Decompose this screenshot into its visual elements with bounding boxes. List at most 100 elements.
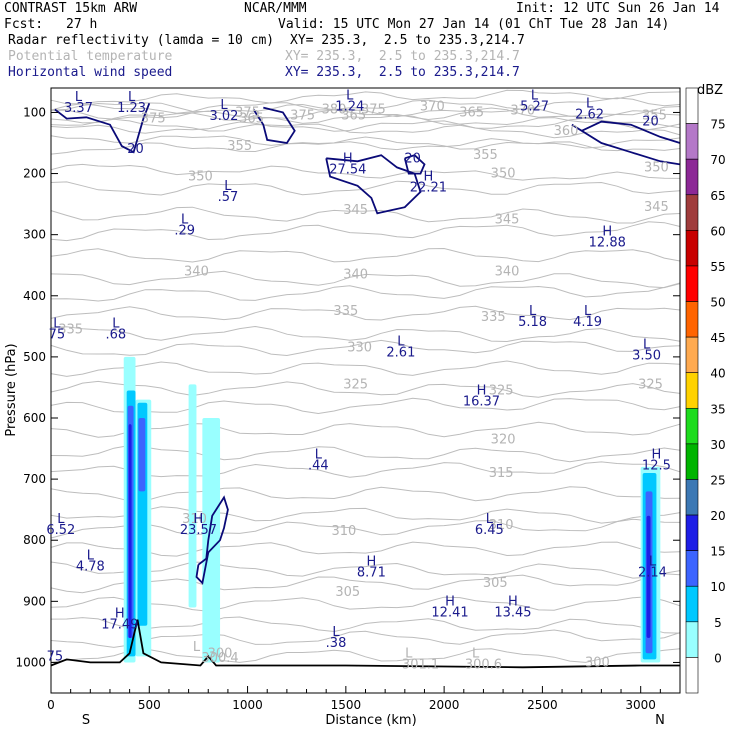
wind-label: .44 <box>308 459 329 474</box>
theta-contour-line <box>50 486 681 502</box>
wind-label: L <box>75 90 83 105</box>
theta-extrema-label: L <box>405 646 413 661</box>
wind-label: H <box>194 512 204 527</box>
colorbar-level-label: 0 <box>714 651 722 665</box>
theta-label: 335 <box>333 304 358 319</box>
wind-label: 20 <box>127 142 144 157</box>
colorbar-swatch <box>685 372 699 409</box>
colorbar-swatch <box>685 657 699 694</box>
theta-contour-line <box>50 461 681 478</box>
theta-contour-line <box>50 541 681 557</box>
wind-label: 6.52 <box>46 523 75 538</box>
wind-label: 4.19 <box>573 315 602 330</box>
wind-contour-line <box>581 120 681 144</box>
wind-label: L <box>643 338 651 353</box>
wind-label: L <box>57 512 65 527</box>
colorbar-level-label: 55 <box>710 260 725 274</box>
theta-label: 300 <box>585 655 610 670</box>
theta-label: 365 <box>341 109 366 124</box>
theta-label: 365 <box>459 105 484 120</box>
theta-label: 310 <box>182 512 207 527</box>
theta-label: 345 <box>343 203 368 218</box>
wind-contour-line <box>195 495 229 585</box>
theta-label: 330 <box>347 341 372 356</box>
theta-contour-line <box>50 397 681 415</box>
theta-label: 365 <box>239 112 264 127</box>
y-tick-label: 300 <box>23 228 46 242</box>
init-time: Init: 12 UTC Sun 26 Jan 14 <box>516 1 720 16</box>
wind-contour-line <box>571 123 681 166</box>
theta-contour-line <box>50 518 681 539</box>
colorbar-swatch <box>685 407 699 445</box>
colorbar-level-label: 30 <box>710 438 725 452</box>
colorbar-level-label: 50 <box>710 296 725 310</box>
theta-contour-line <box>50 163 681 181</box>
theta-label: 325 <box>343 377 368 392</box>
theta-contour-line <box>50 270 681 289</box>
wind-label: L <box>112 316 120 331</box>
theta-label: 340 <box>495 264 520 279</box>
refl-cell <box>188 384 197 608</box>
y-tick-label: 200 <box>23 167 46 181</box>
theta-label: 360 <box>554 124 579 139</box>
y-tick-label: 600 <box>23 411 46 425</box>
theta-contour-line <box>50 102 681 119</box>
wind-contour-line <box>54 102 151 154</box>
south-label: S <box>82 713 90 728</box>
y-tick-label: 400 <box>23 289 46 303</box>
theta-label: 355 <box>227 139 252 154</box>
theta-contour-line <box>50 117 681 134</box>
theta-contour-line <box>50 325 681 343</box>
colorbar-level-label: 35 <box>710 402 725 416</box>
wind-label: .29 <box>174 223 195 238</box>
theta-contour-line <box>50 106 681 124</box>
colorbar-swatch <box>685 585 699 623</box>
field-xy-reflectivity: XY= 235.3, 2.5 to 235.3,214.7 <box>290 33 525 48</box>
theta-label: 350 <box>491 167 516 182</box>
theta-contour-line <box>50 444 681 463</box>
colorbar-level-label: 75 <box>710 118 725 132</box>
wind-label: 3.02 <box>209 109 238 124</box>
theta-label: 340 <box>184 264 209 279</box>
wind-label: 3.50 <box>632 349 661 364</box>
wind-label: L <box>181 212 189 227</box>
x-tick-label: 3000 <box>625 698 656 712</box>
theta-label: 340 <box>343 267 368 282</box>
theta-labels: 375 375 375 380 375 370 370 365 365 365 360 355 355 3… <box>58 99 669 670</box>
x-axis-title: Distance (km) <box>325 713 416 728</box>
colorbar: 0 5 10 15 20 25 30 35 40 45 50 55 60 65 70 75 <box>685 87 726 694</box>
fcst-value: 27 h <box>66 17 98 32</box>
wind-label: 6.45 <box>475 523 504 538</box>
colorbar-level-label: 15 <box>710 545 725 559</box>
terrain-profile <box>50 619 680 669</box>
refl-cell <box>128 424 132 638</box>
colorbar-level-label: 45 <box>710 331 725 345</box>
theta-extrema-label: 300.4 <box>201 651 238 666</box>
wind-label: 2.14 <box>638 566 667 581</box>
wind-label: L <box>315 448 323 463</box>
wind-label: 27.54 <box>329 162 366 177</box>
axes: 0 500 1000 1500 2000 2500 3000 100 200 300 400 500 6… <box>15 105 680 712</box>
colorbar-unit: dBZ <box>697 83 723 98</box>
wind-label: H <box>445 594 455 609</box>
colorbar-level-label: 20 <box>710 509 725 523</box>
field-name-wind: Horizontal wind speed <box>8 65 173 80</box>
wind-label: 13.45 <box>494 605 531 620</box>
theta-label: 355 <box>473 148 498 163</box>
theta-label: 320 <box>491 432 516 447</box>
theta-contour-line <box>50 221 681 242</box>
colorbar-level-label: 25 <box>710 473 725 487</box>
wind-label: L <box>87 549 95 564</box>
x-tick-label: 1000 <box>232 698 263 712</box>
colorbar-swatch <box>685 514 699 551</box>
theta-label: 370 <box>510 104 535 119</box>
wind-label: 23.57 <box>180 523 217 538</box>
field-xy-theta: XY= 235.3, 2.5 to 235.3,214.7 <box>285 49 520 64</box>
wind-label: .57 <box>218 190 239 205</box>
theta-label: 325 <box>638 377 663 392</box>
theta-contour-line <box>50 648 681 663</box>
theta-contour-line <box>50 616 681 634</box>
theta-label: 305 <box>483 576 508 591</box>
theta-contour-line <box>50 97 681 114</box>
wind-contour-line <box>325 154 422 215</box>
